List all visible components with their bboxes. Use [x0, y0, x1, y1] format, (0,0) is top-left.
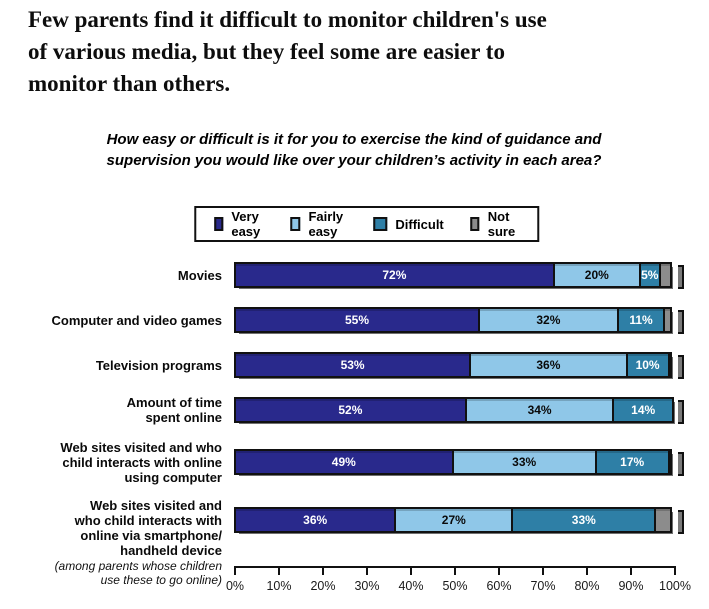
bar-3d-side-face — [678, 452, 684, 476]
row-label: Web sites visited and who child interacts… — [60, 439, 222, 485]
bar-segment-difficult: 17% — [594, 451, 668, 473]
axis-tick — [454, 568, 456, 575]
legend-label: Very easy — [231, 209, 261, 239]
bar-3d-side-face — [678, 510, 684, 534]
stacked-bar: 36% 27% 33% — [234, 507, 672, 533]
chart-row: Web sites visited and who child interacts… — [0, 440, 709, 485]
stacked-bar: 53% 36% 10% — [234, 352, 672, 378]
axis-tick-label: 30% — [354, 579, 380, 593]
bar-segment-fairly-easy: 32% — [478, 309, 617, 331]
bar-segment-difficult: 10% — [625, 354, 668, 376]
bar-segment-not-sure — [654, 509, 670, 531]
row-label: Television programs — [95, 357, 222, 373]
axis-tick — [674, 568, 676, 575]
chart-row: Web sites visited and who child interacts… — [0, 498, 709, 587]
bar-segment-fairly-easy: 36% — [469, 354, 626, 376]
bar-3d-side-face — [678, 265, 684, 289]
row-label: Movies — [177, 267, 222, 283]
legend-item: Fairly easy — [290, 209, 348, 239]
axis-tick — [278, 568, 280, 575]
axis-tick-label: 20% — [310, 579, 336, 593]
bar-segment-very-easy: 55% — [236, 309, 478, 331]
axis-tick — [322, 568, 324, 575]
bar-segment-not-sure — [667, 354, 670, 376]
axis-tick — [410, 568, 412, 575]
chart-row: Movies 72% 20% 5% — [0, 262, 709, 289]
chart-row: Computer and video games 55% 32% 11% — [0, 307, 709, 334]
bar-segment-very-easy: 36% — [236, 509, 395, 531]
bar-segment-fairly-easy: 27% — [394, 509, 512, 531]
legend-swatch-icon — [290, 217, 301, 231]
stacked-bar: 55% 32% 11% — [234, 307, 672, 333]
bar-segment-difficult: 14% — [612, 399, 672, 421]
bar-segment-fairly-easy: 20% — [552, 264, 639, 286]
legend-label: Difficult — [395, 216, 444, 232]
row-label: Computer and video games — [51, 312, 222, 328]
axis-tick-label: 60% — [486, 579, 512, 593]
row-label-note: (among parents whose children use these t… — [54, 558, 222, 587]
survey-question-subtitle: How easy or difficult is it for you to e… — [106, 131, 602, 169]
legend-swatch-icon — [213, 217, 224, 231]
bar-wrap: 53% 36% 10% — [234, 352, 684, 379]
bar-3d-side-face — [678, 355, 684, 379]
bar-segment-not-sure — [658, 264, 670, 286]
bar-segment-difficult: 33% — [511, 509, 655, 531]
bar-wrap: 36% 27% 33% — [234, 507, 684, 534]
bar-wrap: 72% 20% 5% — [234, 262, 684, 289]
axis-tick-label: 80% — [574, 579, 600, 593]
bar-wrap: 49% 33% 17% — [234, 449, 684, 476]
legend-item: Not sure — [469, 209, 519, 239]
bar-segment-difficult: 5% — [638, 264, 659, 286]
bar-segment-very-easy: 53% — [236, 354, 470, 376]
bar-3d-side-face — [678, 400, 684, 424]
bar-segment-fairly-easy: 34% — [464, 399, 613, 421]
axis-tick — [366, 568, 368, 575]
stacked-bar: 52% 34% 14% — [234, 397, 674, 423]
legend-item: Difficult — [373, 216, 444, 232]
chart-row: Television programs 53% 36% 10% — [0, 352, 709, 379]
axis-tick-label: 0% — [225, 579, 245, 593]
stacked-bar: 72% 20% 5% — [234, 262, 672, 288]
legend-label: Not sure — [487, 209, 516, 239]
bar-3d-side-face — [678, 310, 684, 334]
legend-item: Very easy — [213, 209, 265, 239]
bar-segment-very-easy: 49% — [236, 451, 452, 473]
row-label: Web sites visited and who child interacts… — [0, 498, 228, 587]
axis-tick-label: 90% — [618, 579, 644, 593]
bar-wrap: 55% 32% 11% — [234, 307, 684, 334]
axis-tick — [542, 568, 544, 575]
row-label: Amount of time spent online — [126, 395, 222, 425]
axis-tick — [630, 568, 632, 575]
axis-tick-label: 70% — [530, 579, 556, 593]
axis-tick-label: 100% — [659, 579, 691, 593]
axis-tick-label: 50% — [442, 579, 468, 593]
bar-wrap: 52% 34% 14% — [234, 397, 684, 424]
bar-segment-not-sure — [663, 309, 670, 331]
legend-swatch-icon — [469, 217, 480, 231]
legend-label: Fairly easy — [308, 209, 344, 239]
chart-row: Amount of time spent online 52% 34% 14% — [0, 395, 709, 425]
axis-tick — [498, 568, 500, 575]
chart-legend: Very easy Fairly easy Difficult Not sure — [193, 206, 540, 242]
bar-segment-fairly-easy: 33% — [451, 451, 595, 473]
bar-segment-not-sure — [667, 451, 670, 473]
axis-tick-label: 10% — [266, 579, 292, 593]
bar-segment-very-easy: 72% — [236, 264, 553, 286]
axis-tick — [586, 568, 588, 575]
bar-segment-very-easy: 52% — [236, 399, 465, 421]
legend-swatch-icon — [373, 217, 388, 231]
page-title: Few parents find it difficult to monitor… — [28, 7, 547, 96]
bar-segment-difficult: 11% — [616, 309, 664, 331]
stacked-bar: 49% 33% 17% — [234, 449, 672, 475]
x-axis: 0% 10% 20% 30% 40% 50% 60% 70% 80% 90% 100% — [226, 566, 691, 598]
axis-tick — [234, 568, 236, 575]
axis-tick-label: 40% — [398, 579, 424, 593]
